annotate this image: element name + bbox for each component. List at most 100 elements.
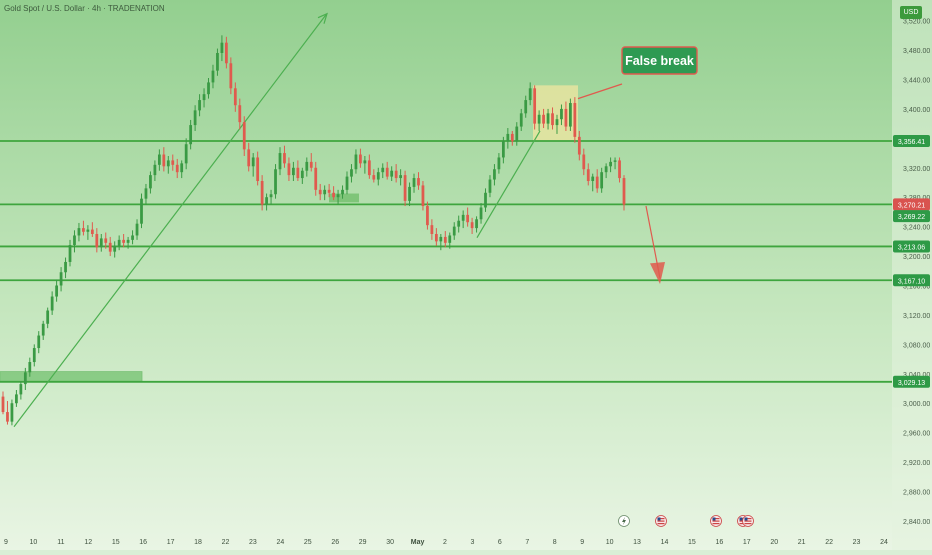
candle-body xyxy=(224,42,228,64)
candle-body xyxy=(560,108,563,120)
candle xyxy=(144,183,148,205)
y-tick-label: 3,240.00 xyxy=(903,225,930,232)
x-tick-label: 2 xyxy=(443,539,447,546)
candle-body xyxy=(305,161,309,171)
candle-body xyxy=(336,194,340,198)
candle xyxy=(46,307,50,329)
candle xyxy=(10,399,14,426)
x-tick-label: 15 xyxy=(688,539,696,546)
candle xyxy=(193,105,197,131)
candle-body xyxy=(341,189,344,195)
candle xyxy=(470,217,474,234)
candle xyxy=(443,231,447,248)
candle-body xyxy=(323,189,327,195)
candle-body xyxy=(430,225,434,234)
candle-body xyxy=(609,161,612,167)
candle xyxy=(618,157,621,183)
candle xyxy=(309,153,313,172)
y-tick-label: 3,480.00 xyxy=(903,48,930,55)
candle xyxy=(99,233,103,252)
candle xyxy=(586,163,590,186)
candle xyxy=(493,164,496,186)
x-tick-label: 21 xyxy=(798,539,806,546)
candle xyxy=(582,148,586,176)
event-flag-icon[interactable] xyxy=(655,515,667,527)
candle-body xyxy=(461,214,465,221)
candle xyxy=(555,114,559,134)
candle-body xyxy=(153,164,157,176)
candle xyxy=(448,232,452,249)
candle xyxy=(345,171,349,195)
price-label-text: 3,356.41 xyxy=(898,139,925,146)
candle-body xyxy=(359,154,362,164)
candle-body xyxy=(577,136,581,155)
candle xyxy=(367,154,371,179)
candle xyxy=(131,230,134,245)
candle-body xyxy=(292,167,295,176)
candle xyxy=(211,64,215,89)
candle-body xyxy=(108,242,112,252)
candle-body xyxy=(15,394,18,404)
candle-body xyxy=(372,175,376,180)
candle-body xyxy=(318,189,322,195)
candle xyxy=(202,88,206,108)
candle xyxy=(242,116,246,156)
candle-body xyxy=(175,164,179,173)
event-flag-icon[interactable] xyxy=(742,515,754,527)
candle-body xyxy=(466,214,470,223)
candle-body xyxy=(46,310,50,324)
candle-body xyxy=(501,141,505,158)
candle xyxy=(466,207,470,227)
candle xyxy=(564,101,568,131)
candle xyxy=(300,167,304,184)
candle xyxy=(117,235,121,251)
candle-body xyxy=(613,160,617,162)
candle-body xyxy=(403,175,407,201)
candle-body xyxy=(452,226,456,236)
candle-body xyxy=(238,105,242,123)
candle-body xyxy=(77,228,81,236)
candle xyxy=(372,169,376,183)
candle-body xyxy=(283,153,286,164)
candle-body xyxy=(140,198,143,224)
x-tick-label: 3 xyxy=(470,539,474,546)
candle-body xyxy=(242,122,246,150)
candle xyxy=(90,222,94,237)
candle-body xyxy=(189,125,193,145)
event-flag-icon[interactable] xyxy=(710,515,722,527)
candle xyxy=(528,82,532,106)
candle xyxy=(283,145,286,168)
candle-body xyxy=(131,235,134,240)
candle-body xyxy=(506,133,510,142)
candle xyxy=(229,57,233,95)
candle xyxy=(28,357,32,377)
candle xyxy=(426,201,429,230)
candle xyxy=(247,142,251,172)
candle-body xyxy=(519,113,523,127)
event-lightning-icon[interactable] xyxy=(618,515,630,527)
candle-body xyxy=(381,167,385,173)
candle xyxy=(296,160,300,182)
candle-body xyxy=(390,170,394,177)
candle xyxy=(68,239,72,267)
candle xyxy=(23,367,27,390)
candle-body xyxy=(394,170,398,179)
candle-body xyxy=(104,238,108,243)
candle xyxy=(336,189,340,205)
candle xyxy=(19,381,23,400)
currency-unit-button[interactable]: USD xyxy=(900,6,922,19)
candle xyxy=(113,241,117,258)
candle xyxy=(269,189,273,205)
candle xyxy=(207,77,210,99)
candle xyxy=(399,169,403,186)
candle-body xyxy=(457,220,461,227)
candle xyxy=(515,122,519,146)
candle xyxy=(265,193,268,211)
candle-body xyxy=(479,207,483,220)
candle-body xyxy=(287,163,291,176)
candle-body xyxy=(510,133,514,142)
candle-body xyxy=(10,403,14,422)
candle-body xyxy=(55,285,58,297)
x-tick-label: 24 xyxy=(880,539,888,546)
candle-body xyxy=(582,154,586,170)
